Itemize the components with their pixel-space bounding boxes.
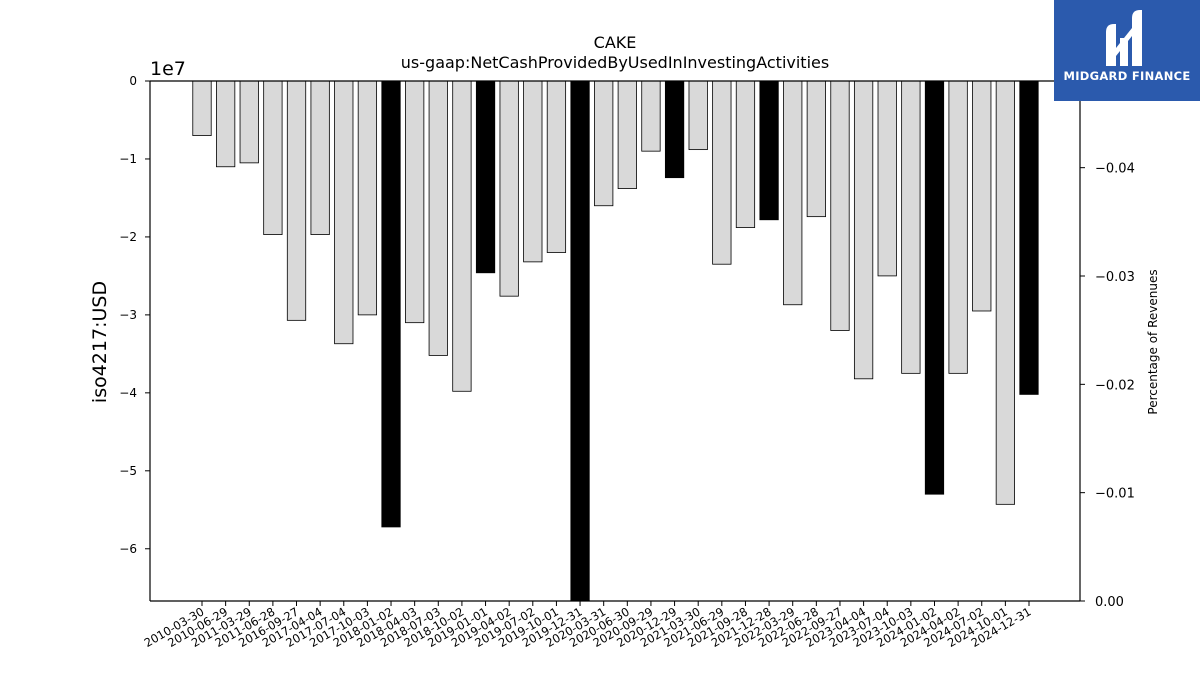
x-ticks-group: 2010-03-302010-06-292011-03-292011-06-28… [142,601,1034,650]
y2-tick-label: −0.03 [1095,270,1135,285]
y-ticks-group: 0 −1 −2 −3 −4 −5 −6 [119,74,150,556]
bar [901,80,921,374]
y-tick-label: −4 [119,386,137,400]
bar [523,80,543,263]
bar [381,80,401,528]
bar [594,80,614,207]
y2-tick-label: −0.02 [1095,378,1135,393]
bar [452,80,472,392]
y2-tick-label: 0.00 [1095,595,1124,610]
y-tick-label: −5 [119,464,137,478]
bar [286,80,307,321]
y-offset-label: 1e7 [150,58,186,80]
y-tick-label: −6 [119,542,137,556]
bar [735,80,756,228]
bar [475,80,496,274]
bar [617,80,637,189]
y-tick-label: −3 [119,308,137,322]
bar [239,80,259,164]
bar [310,80,330,235]
y2-tick-label: −0.01 [1095,487,1135,502]
bar [972,80,992,312]
y-axis-label: iso4217:USD [89,281,111,403]
chart-title: CAKE [594,33,637,52]
bar [924,80,945,495]
bar [1019,80,1039,395]
bar [830,80,850,331]
y2-axis-label: Percentage of Revenues [1146,269,1160,414]
bar [546,80,567,253]
bar [712,80,732,265]
y-tick-label: −1 [119,152,137,166]
brand-name: MIDGARD FINANCE [1063,69,1191,83]
bar [995,80,1015,505]
bar [759,80,779,221]
bar [641,80,661,152]
y2-ticks-group: −0.04 −0.03 −0.02 −0.01 0.00 [1080,162,1135,610]
bar [877,80,897,277]
bar [570,80,590,602]
bar [853,80,874,380]
midgard-logo-icon [1106,10,1142,66]
bar [783,80,803,306]
bar [688,80,708,151]
chart-subtitle: us-gaap:NetCashProvidedByUsedInInvesting… [401,53,829,72]
bar [216,80,236,168]
y-tick-label: 0 [129,74,137,88]
y-tick-label: −2 [119,230,137,244]
bar [357,80,378,316]
bar [806,80,826,218]
bar [334,80,354,345]
bar [948,80,968,374]
bar [405,80,425,324]
bar [428,80,448,356]
brand-logo: MIDGARD FINANCE [1054,0,1200,101]
bars-group [192,80,1039,602]
bar [664,80,685,179]
bar [263,80,283,235]
bar [499,80,519,297]
bar [192,80,212,136]
y2-tick-label: −0.04 [1095,162,1135,177]
